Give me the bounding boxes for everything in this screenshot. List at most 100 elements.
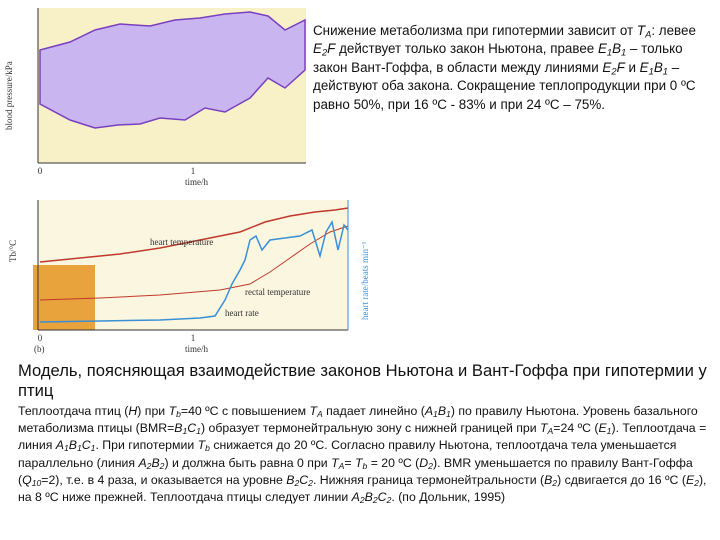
text-run: F	[327, 41, 336, 57]
text-run: E	[313, 41, 322, 57]
text-run: ) сдвигается до 16 ºС (	[557, 472, 686, 487]
text-run: 2	[146, 460, 152, 471]
text-run: 2	[321, 47, 328, 58]
highlight-box	[33, 265, 95, 330]
curve-label: heart temperature	[150, 237, 213, 247]
text-run: B	[437, 404, 447, 418]
x-axis-label: time/h	[185, 177, 208, 187]
text-run: A	[316, 409, 323, 420]
figure: blood pressure/kPa 0 1 time/h Tb/°C hear…	[4, 8, 370, 354]
text-run: ), на 8 ºС ниже прежней. Теплоотдача пти…	[18, 472, 707, 505]
text-run: – только закон Вант-Гоффа, в области меж…	[313, 41, 683, 75]
text-run: C	[81, 438, 91, 453]
text-run: падает линейно (	[322, 404, 425, 418]
text-run: 1	[662, 66, 668, 77]
text-run: H	[128, 404, 138, 418]
x-tick-label: 1	[191, 333, 196, 343]
text-run: T	[309, 404, 317, 418]
text-run: и	[624, 59, 640, 75]
text-run: B	[174, 421, 183, 436]
pressure-band	[39, 11, 306, 129]
text-run: 1	[63, 443, 69, 454]
x-tick-label: 1	[191, 166, 196, 176]
text-run: A	[338, 460, 345, 471]
text-run: . Нижняя граница термонейтральности (	[312, 472, 545, 487]
text-run: F	[616, 59, 625, 75]
text-run: 2	[159, 460, 165, 471]
text-run: B	[364, 490, 373, 505]
text-run: ) и должна быть равна 0 при	[164, 455, 332, 470]
text-run: 10	[31, 477, 42, 488]
text-run: b	[176, 409, 181, 420]
text-run: A	[351, 490, 360, 505]
text-run: ). Теплоотдача = линия	[18, 421, 707, 453]
text-run: 2	[359, 495, 365, 506]
text-run: 2	[694, 477, 699, 488]
y2-axis-label: heart rate/beats min⁻¹	[360, 241, 370, 320]
text-run: T	[197, 438, 206, 453]
description: Снижение метаболизма при гипотермии зави…	[313, 22, 708, 114]
text-run: A	[645, 29, 652, 40]
text-run: =40 ºС с повышением	[180, 404, 310, 418]
text-run: Теплоотдача птиц (	[18, 404, 129, 418]
panel-label: (b)	[34, 344, 45, 354]
text-run: =24 ºС (	[553, 421, 599, 436]
text-run: . (по Дольник, 1995)	[391, 490, 506, 505]
text-run: A	[424, 404, 434, 418]
text-run: T	[331, 455, 339, 470]
text-run: 2	[308, 477, 313, 488]
text-run: D	[419, 455, 429, 470]
x-tick-label: 0	[38, 333, 43, 343]
text-run: B	[68, 438, 77, 453]
text-run: E	[597, 41, 607, 57]
text-run: ) по правилу Ньютона. Уровень базального…	[18, 404, 698, 436]
curve-label: rectal temperature	[245, 287, 310, 297]
y-axis-label: Tb/°C	[8, 240, 18, 262]
text-run: E	[602, 59, 612, 75]
curve-label: heart rate	[225, 308, 259, 318]
text-run: T	[354, 455, 363, 470]
text-run: : левее	[651, 23, 696, 38]
text-run: C	[187, 421, 197, 436]
explanation: Теплоотдача птиц (H) при Tb=40 ºС с повы…	[18, 403, 718, 506]
text-run: Q	[22, 472, 32, 487]
text-run: действует только закон Ньютона, правее	[335, 41, 598, 57]
text-run: 1	[648, 66, 654, 77]
text-run: . При гипотермии	[95, 438, 198, 453]
text-run: A	[138, 455, 147, 470]
x-tick-label: 0	[38, 166, 43, 176]
text-run: b	[205, 443, 210, 454]
heart-temperature-curve	[39, 207, 349, 263]
text-run: B	[612, 41, 622, 57]
text-run: 1	[182, 426, 188, 437]
text-run: C	[377, 490, 387, 505]
text-run: 1	[606, 47, 613, 58]
text-run: ) образует термонейтральную зону с нижне…	[200, 421, 541, 436]
text-run: 1	[196, 426, 201, 437]
text-run: 2	[552, 477, 558, 488]
text-run: B	[151, 455, 160, 470]
text-run: =	[344, 455, 355, 470]
text-run: 1	[90, 443, 96, 454]
text-run: b	[362, 460, 368, 471]
x-axis-label: time/h	[185, 344, 208, 354]
text-run: снижается до 20 ºС. Согласно правилу Нью…	[18, 438, 677, 470]
text-run: 1	[433, 409, 438, 420]
text-run: B	[653, 59, 663, 75]
text-run: Снижение метаболизма при гипотермии зави…	[313, 23, 637, 38]
text-run: =2), т.е. в 4 раза, и оказывается на уро…	[41, 472, 287, 487]
y-axis-label: blood pressure/kPa	[4, 61, 14, 130]
text-run: 2	[372, 495, 378, 506]
text-run: 1	[76, 443, 82, 454]
text-run: A	[55, 438, 64, 453]
text-run: B	[544, 472, 553, 487]
text-run: T	[168, 404, 177, 418]
text-run: 1	[606, 426, 612, 437]
heading: Модель, поясняющая взаимодействие законо…	[18, 361, 707, 400]
text-run: – действуют оба закона. Сокращение тепло…	[313, 59, 696, 112]
text-run: A	[547, 426, 554, 437]
text-run: B	[286, 472, 295, 487]
text-run: 1	[621, 47, 627, 58]
text-run: 2	[428, 460, 433, 471]
